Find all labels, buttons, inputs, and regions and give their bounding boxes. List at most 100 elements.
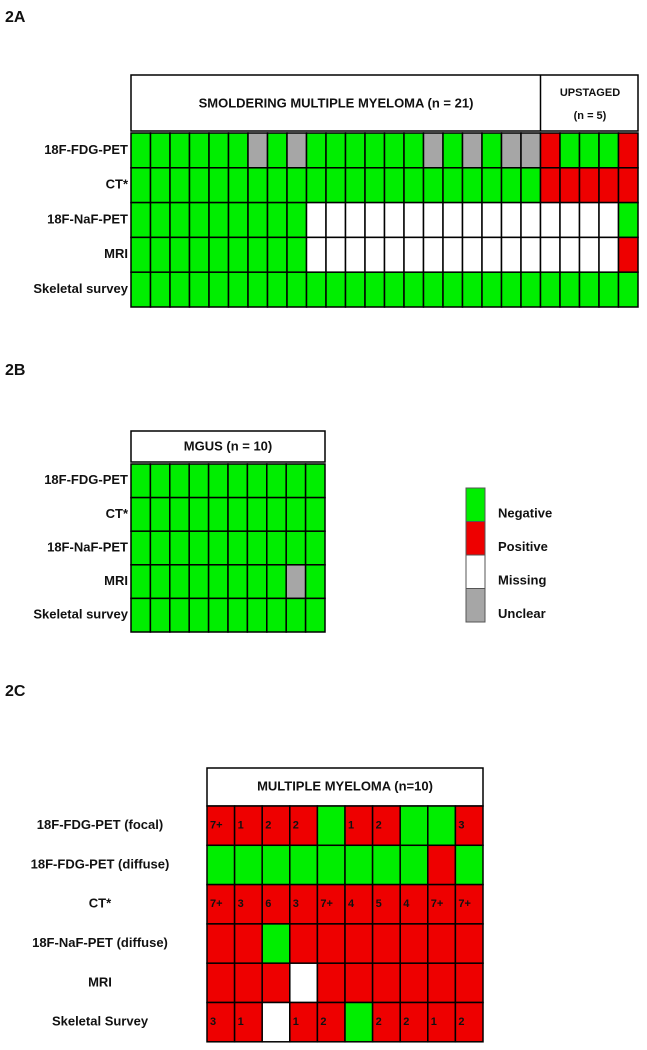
cell [130,167,152,204]
cell [130,236,152,273]
cell [188,271,210,308]
cell [481,132,503,169]
cell [403,271,425,308]
cell [371,844,401,886]
cell [285,564,307,600]
cell-label: 1 [238,1016,244,1028]
cell [266,496,287,532]
cell [227,463,249,499]
cell [344,132,366,169]
cell [403,201,425,239]
cell [286,271,308,308]
cell [247,201,269,239]
cell [316,844,346,886]
cell [233,844,263,886]
cell [383,201,405,239]
cell [539,271,561,308]
cell-label: 2 [458,1016,464,1028]
cell [305,201,327,239]
cell [427,844,457,886]
cell [461,167,483,204]
cell [130,597,152,633]
cell [371,923,401,964]
cell [206,923,236,964]
cell [559,132,581,169]
header: (n = 5) [574,110,607,122]
cell [188,530,210,566]
cell-label: 7+ [458,898,471,910]
cell [266,530,287,566]
cell [289,883,319,925]
panel-label: 2A [5,9,26,26]
row-label: 18F-NaF-PET (diffuse) [32,935,168,950]
cell [305,271,327,308]
cell [289,844,319,886]
cell [169,132,191,169]
cell-label: 2 [265,820,271,832]
cell [316,805,346,847]
cell [206,844,236,886]
cell-label: 3 [293,898,299,910]
cell [316,883,346,925]
row-label: MRI [88,974,112,989]
cell [344,271,366,308]
cell [442,236,464,273]
header-box [130,74,639,132]
cell [261,1001,291,1043]
row-label: CT* [89,896,112,911]
cell [207,463,229,499]
cell [206,1001,236,1043]
header-box [130,430,326,463]
cell [286,132,308,169]
cell [285,597,307,633]
cell [149,167,171,204]
row-label: MRI [104,573,128,588]
cell [246,564,268,600]
cell [261,962,291,1004]
cell [188,167,210,204]
cell [130,496,152,532]
cell [169,530,190,566]
legend-swatch [465,487,486,522]
legend-label: Positive [498,539,548,554]
cell [266,236,288,273]
cell-label: 1 [431,1016,437,1028]
cell [403,132,425,169]
cell [442,201,464,239]
cell [208,236,230,273]
cell [316,923,346,964]
cell [149,201,171,239]
cell [130,463,152,499]
cell [461,132,483,169]
cell [598,236,620,273]
cell [169,463,190,499]
cell [344,201,366,239]
cell-label: 1 [348,820,354,832]
cell [208,271,230,308]
cell [304,597,326,633]
cell [266,271,288,308]
header: MGUS (n = 10) [184,438,273,453]
cell [285,463,307,499]
cell [364,236,386,273]
cell [403,236,425,273]
cell-label: 1 [293,1016,299,1028]
cell [383,132,405,169]
cell [149,271,171,308]
legend-swatch [465,588,486,623]
cell [188,236,210,273]
cell-label: 3 [458,820,464,832]
cell [246,496,268,532]
cell [286,201,308,239]
cell [344,236,366,273]
cell [539,167,561,204]
header: SMOLDERING MULTIPLE MYELOMA (n = 21) [199,95,474,110]
cell [130,201,152,239]
cell [598,167,620,204]
cell-label: 4 [403,898,410,910]
cell [325,271,347,308]
cell [304,463,326,499]
cell [520,201,542,239]
cell [188,201,210,239]
legend-label: Missing [498,572,546,587]
